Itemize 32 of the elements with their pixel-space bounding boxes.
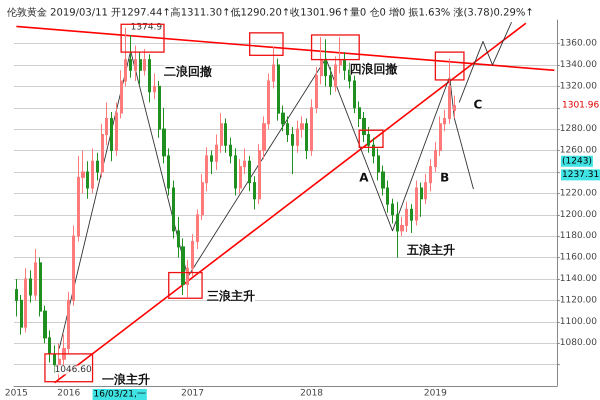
y-tick-label: 1320.00: [560, 81, 598, 92]
y-tick-label: 1160.00: [560, 252, 598, 263]
y-tick-label: 1080.00: [560, 338, 598, 348]
y-tick-label: 1100.00: [560, 316, 598, 327]
y-tick-label: 1340.00: [560, 60, 598, 70]
text: 1237.31: [562, 170, 600, 180]
y-tick-label: 1180.00: [560, 231, 598, 242]
annotation: 二浪回撤: [164, 64, 212, 78]
text: (1243): [562, 156, 592, 166]
y-tick-label: 1220.00: [560, 188, 598, 198]
y-tick-label: 1280.00: [560, 124, 598, 134]
x-tick-label: 2016: [57, 388, 80, 398]
annotation: 1046.60: [54, 364, 92, 375]
annotation: 一浪主升: [102, 372, 150, 387]
y-tick-label: 1260.00: [560, 146, 598, 156]
x-tick-label: 2019: [424, 388, 448, 398]
annotation: 五浪主升: [406, 243, 455, 258]
y-tick-label: 1360.00: [560, 38, 598, 49]
y-tick-label: 1140.00: [560, 274, 598, 284]
text: 1301.96: [562, 100, 600, 111]
x-tick-label: 2018: [300, 388, 324, 398]
annotation: B: [440, 170, 450, 184]
annotation: A: [359, 170, 370, 184]
chart-title: 伦敦黄金 2019/03/11 开1297.44↑高1311.30↑低1290.20↑收1301.96↑量0 仓0 增0 振1.63% 涨(3.78)0.29%↑: [7, 6, 534, 18]
x-tick-label: 2015: [4, 388, 28, 398]
y-tick-label: 1200.00: [560, 210, 598, 220]
annotation: C: [473, 98, 482, 112]
annotation: 三浪主升: [206, 289, 255, 304]
text: 16/03/21,一: [94, 390, 146, 400]
annotation: 四浪回撤: [350, 62, 398, 76]
x-tick-label: 2017: [181, 388, 204, 398]
y-tick-label: 1120.00: [560, 295, 598, 306]
